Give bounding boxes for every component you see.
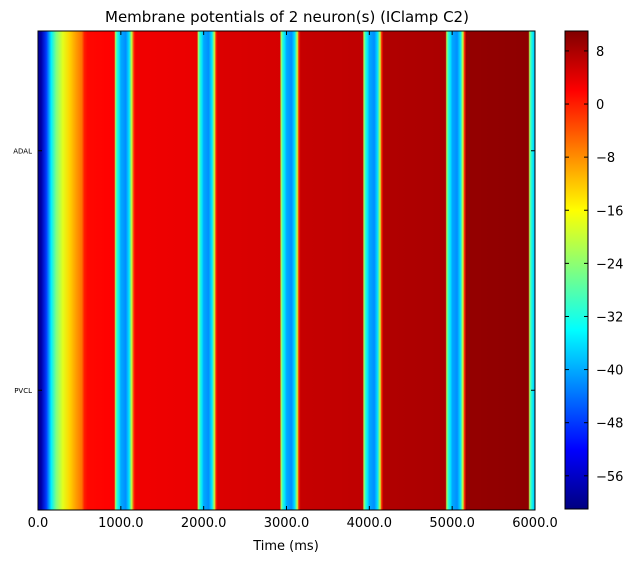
colorbar-tick-label: −40 — [596, 364, 623, 379]
x-tick-label: 3000.0 — [264, 516, 310, 531]
colorbar-tick-label: −8 — [596, 151, 615, 166]
colorbar — [565, 31, 588, 509]
colorbar-tick-label: −56 — [596, 470, 623, 485]
row-label-pvcl: PVCL — [14, 387, 32, 395]
colorbar-tick-label: −48 — [596, 417, 623, 432]
row-label-adal: ADAL — [13, 147, 32, 155]
x-axis-ticks: 0.0 1000.0 2000.0 3000.0 4000.0 5000.0 6000.0 — [28, 31, 558, 531]
x-tick-label: 4000.0 — [347, 516, 393, 531]
x-tick-label: 0.0 — [28, 516, 49, 531]
x-axis-label: Time (ms) — [252, 539, 319, 554]
x-tick-label: 6000.0 — [512, 516, 558, 531]
colorbar-ticks: 8 0 −8 −16 −24 −32 −40 −48 −56 — [565, 45, 623, 485]
colorbar-tick-label: −16 — [596, 204, 623, 219]
colorbar-tick-label: 8 — [596, 45, 604, 60]
x-tick-label: 5000.0 — [429, 516, 475, 531]
row-labels: ADAL PVCL — [13, 147, 535, 395]
colorbar-tick-label: 0 — [596, 98, 604, 113]
heatmap-row-adal — [38, 31, 535, 271]
x-tick-label: 1000.0 — [98, 516, 144, 531]
colorbar-tick-label: −24 — [596, 257, 623, 272]
x-tick-label: 2000.0 — [181, 516, 227, 531]
colorbar-frame — [564, 30, 589, 510]
chart-title: Membrane potentials of 2 neuron(s) (ICla… — [105, 8, 469, 26]
colorbar-tick-label: −32 — [596, 310, 623, 325]
heatmap-row-pvcl — [38, 270, 535, 510]
